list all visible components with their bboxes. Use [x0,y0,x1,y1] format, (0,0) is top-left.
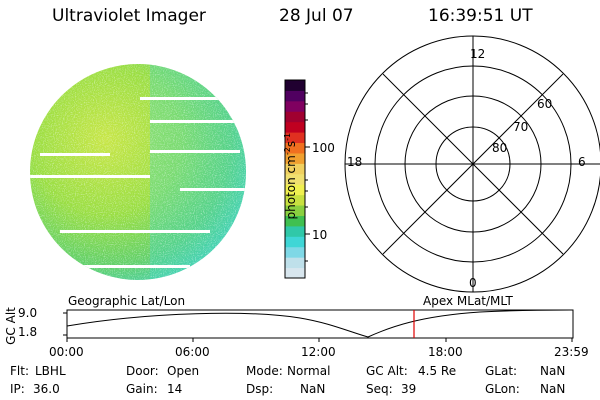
timeline-xtick-label-3: 18:00 [428,345,463,359]
color-scale-segment [285,184,305,196]
scan-gaps [30,97,246,268]
gcalt-label: GC Alt: [366,364,408,378]
glon-label: GLon: [485,382,520,396]
door-label: Door: [126,364,159,378]
color-scale-segment [285,257,305,269]
timeline-xticks [66,338,573,342]
polar-grid [344,35,600,293]
unit-exp-1: -2 [283,147,292,156]
dsp-label: Dsp: [246,382,274,396]
color-scale-segment [285,246,305,258]
polar-label-top: 12 [470,47,486,61]
polar-ring-label-60: 60 [537,97,553,111]
timeline-ymax-label: 9.0 [18,306,38,320]
color-scale-segment [285,152,305,164]
color-scale-segment [285,132,305,144]
timeline-xtick-label-1: 06:00 [175,345,210,359]
polar-ring-label-70: 70 [513,120,529,134]
mode-value: Normal [287,364,331,378]
color-minor-ticks [305,92,308,262]
unit-mid: s [284,140,298,148]
color-scale-segment [285,100,305,112]
unit-exp-2: -1 [283,132,292,141]
polar-diagonal-2 [382,73,564,255]
polar-label-right: 6 [578,155,586,169]
timeline-frame [66,309,574,339]
timeline-xtick-label-2: 12:00 [301,345,336,359]
color-scale-unit-label: photon cm-2s-1 [269,110,298,250]
flt-value: LBHL [35,364,66,378]
color-scale-segment [285,205,305,216]
gcalt-value: 4.5 Re [418,364,457,378]
color-tick-label-100: 100 [312,141,335,155]
color-scale-segment [285,215,305,227]
ip-label: IP: [10,382,25,396]
color-scale-segment [285,80,305,91]
timeline-xtick-label-0: 00:00 [49,345,84,359]
polar-label-left: 18 [347,155,363,169]
color-scale-frame [284,79,306,279]
color-scale-segment [285,121,305,133]
uv-image [30,64,246,280]
door-value: Open [167,364,200,378]
date-label: 28 Jul 07 [279,6,354,26]
glat-value: NaN [540,364,566,378]
color-scale-segment [285,142,305,154]
flt-label: Flt: [10,364,29,378]
ip-value: 36.0 [33,382,60,396]
gain-label: Gain: [126,382,158,396]
apex-label: Apex MLat/MLT [423,294,513,308]
polar-ring-label-80: 80 [492,141,508,155]
color-tick-label-10: 10 [312,228,328,242]
glat-label: GLat: [485,364,518,378]
mode-label: Mode: [246,364,283,378]
color-scale-segment [285,267,305,279]
color-scale-segment [285,173,305,185]
timeline-xtick-label-4: 23:59 [554,345,589,359]
instrument-title: Ultraviolet Imager [52,6,206,26]
altitude-curve [66,309,571,338]
seq-value: 39 [401,382,417,396]
polar-label-bottom: 0 [469,276,477,290]
dsp-value: NaN [300,382,326,396]
color-scale-segment [285,111,305,123]
unit-prefix: photon cm [284,155,298,220]
geographic-label: Geographic Lat/Lon [68,294,186,308]
color-scale-segment [285,225,305,237]
gain-value: 14 [167,382,183,396]
color-scale-bar [285,80,305,279]
time-label: 16:39:51 UT [428,6,533,26]
color-scale-segment [285,90,305,102]
timeline-yaxis-label: GC Alt [4,307,18,345]
glon-value: NaN [540,382,566,396]
color-scale-segment [285,236,305,248]
timeline-ymin-label: 1.8 [18,325,38,339]
color-scale-segment [285,163,305,175]
seq-label: Seq: [366,382,393,396]
color-scale-segment [285,194,305,206]
